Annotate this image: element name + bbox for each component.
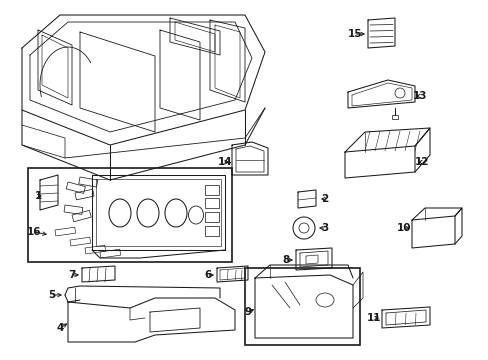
Text: 12: 12 [414, 157, 428, 167]
Bar [85, 245, 105, 254]
Text: 13: 13 [412, 91, 427, 101]
Text: 4: 4 [56, 323, 63, 333]
Text: 10: 10 [396, 223, 410, 233]
Text: 11: 11 [366, 313, 381, 323]
Bar [204, 226, 219, 236]
Bar [204, 185, 219, 195]
Text: 7: 7 [68, 270, 76, 280]
Text: 9: 9 [244, 307, 251, 317]
Text: 2: 2 [321, 194, 328, 204]
Bar [72, 210, 91, 222]
Text: 15: 15 [347, 29, 362, 39]
Text: 8: 8 [282, 255, 289, 265]
Bar [55, 227, 76, 236]
Bar [64, 205, 82, 215]
Bar [70, 237, 90, 246]
Text: 14: 14 [217, 157, 232, 167]
Bar [28, 168, 231, 262]
Text: 16: 16 [27, 227, 41, 237]
Bar [204, 198, 219, 208]
Bar [204, 212, 219, 222]
Text: 5: 5 [48, 290, 56, 300]
Bar [100, 249, 121, 258]
Bar [75, 189, 94, 200]
Bar [66, 182, 85, 193]
Bar [244, 268, 359, 345]
Text: 1: 1 [34, 191, 41, 201]
Bar [391, 115, 397, 119]
Bar [79, 177, 98, 187]
Text: 6: 6 [204, 270, 211, 280]
Text: 3: 3 [321, 223, 328, 233]
